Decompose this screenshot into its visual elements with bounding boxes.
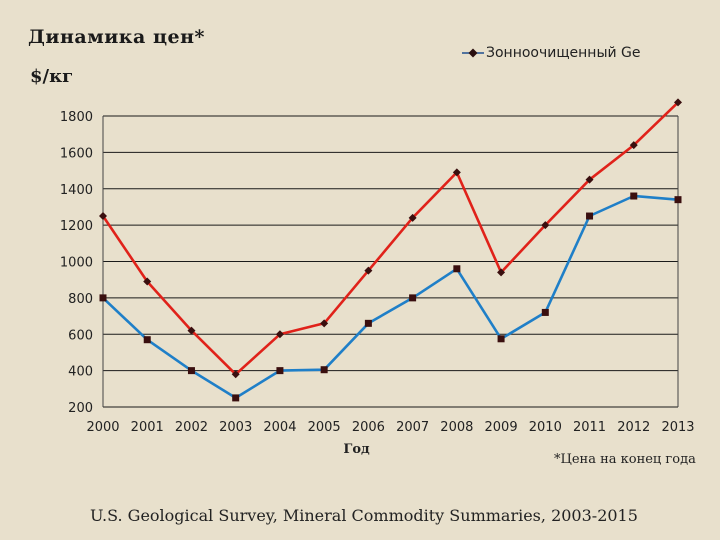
data-point-diamond	[275, 330, 284, 339]
y-tick-label: 1000	[60, 256, 93, 271]
data-point-diamond	[143, 277, 152, 286]
y-tick-label: 800	[68, 292, 93, 307]
x-tick-label: 2005	[308, 420, 341, 435]
data-point-square	[453, 265, 461, 273]
data-point-square	[99, 294, 107, 302]
legend-diamond-marker-icon	[462, 48, 484, 58]
x-tick-label: 2009	[485, 420, 518, 435]
data-point-diamond	[629, 141, 638, 150]
data-point-diamond	[99, 212, 107, 221]
data-point-diamond	[320, 319, 329, 328]
x-axis-title: Год	[343, 442, 370, 457]
data-point-square	[586, 212, 594, 220]
x-tick-label: 2007	[396, 420, 429, 435]
y-tick-label: 1600	[60, 146, 93, 161]
data-point-diamond	[541, 221, 550, 230]
y-axis-unit-label: $/кг	[30, 66, 74, 87]
data-point-diamond	[187, 326, 196, 335]
data-point-square	[364, 319, 372, 327]
x-tick-label: 2001	[131, 420, 164, 435]
data-point-square	[187, 367, 195, 375]
data-point-square	[409, 294, 417, 302]
data-point-square	[497, 335, 505, 343]
x-tick-label: 2013	[661, 420, 694, 435]
data-point-diamond	[674, 98, 682, 107]
data-point-diamond	[408, 213, 417, 222]
chart-title: Динамика цен*	[28, 26, 205, 48]
x-tick-label: 2002	[175, 420, 208, 435]
y-tick-label: 1200	[60, 219, 93, 234]
data-point-square	[232, 394, 240, 402]
y-tick-label: 1400	[60, 183, 93, 198]
legend-label: Зонноочищенный Ge	[486, 45, 641, 61]
y-tick-label: 1800	[60, 110, 93, 125]
data-point-diamond	[364, 266, 373, 275]
y-tick-label: 200	[68, 401, 93, 416]
y-tick-label: 400	[68, 365, 93, 380]
footnote: *Цена на конец года	[554, 452, 696, 467]
data-point-diamond	[585, 175, 594, 184]
x-tick-label: 2010	[529, 420, 562, 435]
series-line-blue	[102, 194, 679, 400]
source-citation: U.S. Geological Survey, Mineral Commodit…	[90, 506, 638, 525]
x-tick-label: 2000	[86, 420, 119, 435]
x-tick-label: 2011	[573, 420, 606, 435]
data-point-square	[674, 196, 682, 204]
data-point-square	[320, 366, 328, 374]
data-point-square	[276, 367, 284, 375]
data-point-square	[143, 336, 151, 344]
data-point-diamond	[497, 268, 506, 277]
data-point-square	[541, 308, 549, 316]
x-tick-label: 2004	[263, 420, 296, 435]
data-point-diamond	[452, 168, 461, 177]
x-tick-label: 2003	[219, 420, 252, 435]
data-point-diamond	[231, 370, 240, 379]
x-tick-label: 2012	[617, 420, 650, 435]
y-tick-label: 600	[68, 328, 93, 343]
x-tick-label: 2006	[352, 420, 385, 435]
data-point-square	[630, 192, 638, 200]
series-line-red	[101, 101, 679, 376]
x-tick-label: 2008	[440, 420, 473, 435]
